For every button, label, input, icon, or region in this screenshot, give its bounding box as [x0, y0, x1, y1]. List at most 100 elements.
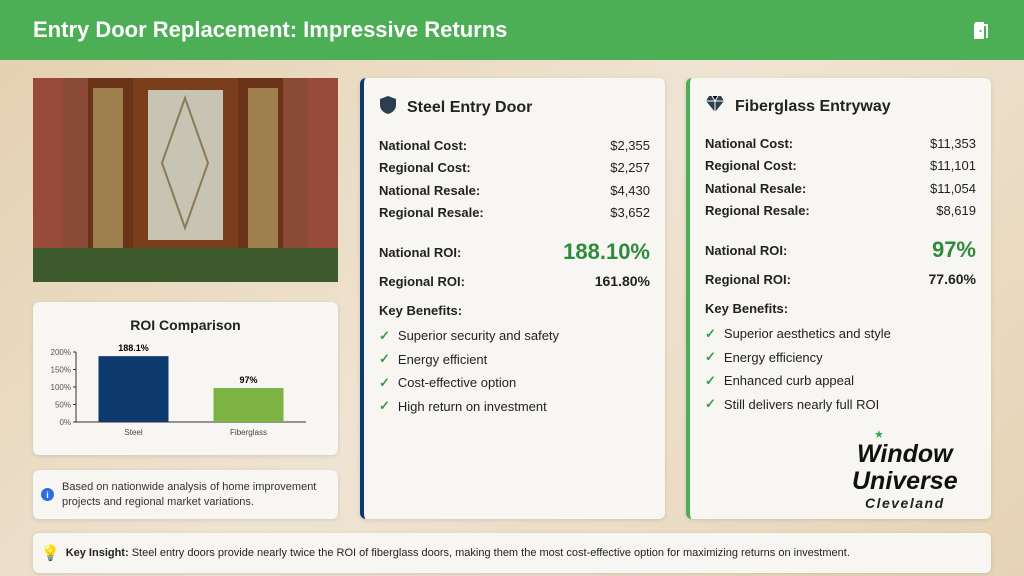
- benefit-item: ✓ Still delivers nearly full ROI: [705, 393, 976, 417]
- bar-steel: [98, 356, 169, 422]
- header: Entry Door Replacement: Impressive Retur…: [0, 0, 1024, 60]
- regional-roi-value: 161.80%: [594, 273, 650, 289]
- cost-row: National Cost: $2,355: [379, 134, 650, 157]
- cost-label: National Resale:: [705, 180, 807, 196]
- national-roi-value: 97%: [931, 237, 976, 262]
- page-title: Entry Door Replacement: Impressive Retur…: [33, 17, 508, 42]
- star-icon: ★: [874, 429, 884, 441]
- cost-label: Regional Cost:: [705, 158, 797, 174]
- benefit-item: ✓ High return on investment: [379, 395, 650, 419]
- cost-row: Regional Resale: $8,619: [705, 200, 976, 223]
- x-tick-label: Steel: [124, 428, 142, 437]
- cost-row: National Resale: $4,430: [379, 179, 650, 202]
- panel-title-text: Fiberglass Entryway: [735, 97, 891, 115]
- cost-row: Regional Cost: $2,257: [379, 157, 650, 180]
- cost-value: $2,355: [610, 137, 650, 153]
- insight-label: Key Insight:: [65, 547, 129, 559]
- benefit-text: Energy efficient: [397, 351, 488, 367]
- gem-icon: [705, 95, 725, 118]
- regional-roi-label: Regional ROI:: [379, 273, 465, 289]
- check-icon: ✓: [379, 351, 390, 367]
- shield-icon: [379, 95, 397, 120]
- insight-text: Steel entry doors provide nearly twice t…: [128, 547, 850, 559]
- door-photo: [33, 78, 338, 282]
- cost-row: National Resale: $11,054: [705, 177, 976, 200]
- benefit-item: ✓ Cost-effective option: [379, 371, 650, 395]
- logo-line-1: Window: [857, 440, 953, 468]
- benefits-label: Key Benefits:: [379, 303, 463, 318]
- panel-title: Steel Entry Door: [379, 95, 650, 120]
- cost-value: $11,054: [929, 180, 976, 196]
- cost-value: $2,257: [610, 160, 650, 176]
- info-icon: i: [41, 488, 54, 501]
- regional-roi-row: Regional ROI: 161.80%: [379, 273, 650, 289]
- info-card: i Based on nationwide analysis of home i…: [33, 470, 338, 519]
- cost-value: $3,652: [610, 205, 650, 221]
- benefits-label: Key Benefits:: [705, 301, 789, 316]
- benefit-text: Superior aesthetics and style: [723, 326, 891, 342]
- roi-chart-card: ROI Comparison 0% 50% 100% 150% 200% 188.1% St…: [33, 302, 338, 455]
- benefit-item: ✓ Superior aesthetics and style: [705, 322, 976, 346]
- national-roi-value: 188.10%: [563, 239, 650, 264]
- fiberglass-door-panel: Fiberglass Entryway National Cost: $11,353…: [686, 78, 991, 519]
- x-tick-label: Fiberglass: [230, 428, 267, 437]
- cost-label: Regional Resale:: [705, 203, 810, 219]
- regional-roi-value: 77.60%: [928, 271, 976, 287]
- benefit-item: ✓ Energy efficiency: [705, 346, 976, 370]
- check-icon: ✓: [705, 396, 716, 412]
- benefit-text: Still delivers nearly full ROI: [723, 396, 880, 412]
- y-tick-label: 150%: [51, 366, 71, 375]
- check-icon: ✓: [379, 374, 390, 390]
- logo-line-3: Cleveland: [864, 495, 945, 511]
- benefit-text: Energy efficiency: [723, 349, 823, 365]
- lightbulb-icon: 💡: [41, 545, 60, 562]
- cost-value: $4,430: [610, 182, 650, 198]
- cost-label: National Cost:: [379, 137, 468, 153]
- cost-value: $11,101: [929, 158, 976, 174]
- benefit-item: ✓ Enhanced curb appeal: [705, 369, 976, 393]
- chart-title: ROI Comparison: [130, 317, 241, 333]
- benefit-text: Cost-effective option: [397, 375, 517, 391]
- benefit-item: ✓ Superior security and safety: [379, 324, 650, 348]
- national-roi-row: National ROI: 188.10%: [379, 238, 650, 266]
- panel-title-text: Steel Entry Door: [407, 98, 533, 116]
- benefit-text: Superior security and safety: [397, 328, 560, 344]
- cost-label: Regional Cost:: [379, 160, 471, 176]
- check-icon: ✓: [705, 325, 716, 341]
- cost-value: $8,619: [936, 203, 976, 219]
- panel-title: Fiberglass Entryway: [705, 95, 976, 118]
- cost-row: Regional Cost: $11,101: [705, 155, 976, 178]
- cost-row: National Cost: $11,353: [705, 132, 976, 155]
- check-icon: ✓: [705, 372, 716, 388]
- y-tick-label: 100%: [51, 383, 71, 392]
- data-label: 97%: [239, 375, 257, 385]
- national-roi-row: National ROI: 97%: [705, 236, 976, 264]
- y-tick-label: 200%: [51, 348, 71, 357]
- roi-chart: 0% 50% 100% 150% 200% 188.1% Steel 97% Fiberglas…: [51, 343, 306, 437]
- steel-door-panel: Steel Entry Door National Cost: $2,355 Regi…: [360, 78, 665, 519]
- national-roi-label: National ROI:: [705, 242, 788, 258]
- check-icon: ✓: [379, 398, 390, 414]
- regional-roi-row: Regional ROI: 77.60%: [705, 271, 976, 287]
- y-tick-label: 50%: [55, 401, 71, 410]
- check-icon: ✓: [705, 349, 716, 365]
- cost-label: National Resale:: [379, 182, 481, 198]
- y-tick-label: 0%: [59, 418, 71, 427]
- logo-line-2: Universe: [852, 467, 958, 495]
- benefit-item: ✓ Energy efficient: [379, 348, 650, 372]
- key-insight-bar: 💡 Key Insight: Steel entry doors provide…: [33, 533, 991, 573]
- bar-fiberglass: [213, 388, 284, 422]
- cost-value: $11,353: [929, 135, 976, 151]
- window-universe-logo: ★ Window Universe Cleveland: [852, 430, 958, 512]
- cost-label: Regional Resale:: [379, 205, 484, 221]
- cost-label: National Cost:: [705, 135, 794, 151]
- benefit-text: High return on investment: [397, 398, 547, 414]
- benefit-text: Enhanced curb appeal: [723, 373, 855, 389]
- cost-row: Regional Resale: $3,652: [379, 202, 650, 225]
- data-label: 188.1%: [118, 343, 149, 353]
- info-text: Based on nationwide analysis of home imp…: [62, 480, 317, 508]
- regional-roi-label: Regional ROI:: [705, 271, 791, 287]
- national-roi-label: National ROI:: [379, 244, 462, 260]
- door-open-icon: [974, 22, 988, 39]
- check-icon: ✓: [379, 327, 390, 343]
